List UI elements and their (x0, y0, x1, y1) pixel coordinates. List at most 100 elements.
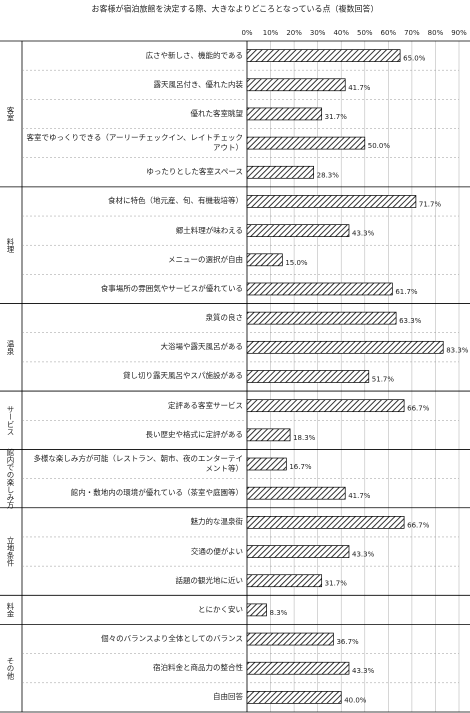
value-label: 8.3% (270, 609, 288, 617)
x-tick-label: 60% (381, 29, 397, 37)
category-label-box: 郷土料理が味わえる (175, 225, 243, 235)
category-label: とにかく安い (198, 604, 243, 614)
bar (246, 107, 323, 121)
x-tick-label: 0% (241, 29, 252, 37)
category-label: 魅力的な温泉街 (190, 517, 244, 527)
value-label: 41.7% (348, 492, 371, 500)
value-label: 31.7% (325, 580, 348, 588)
value-label: 31.7% (325, 113, 348, 121)
bar (246, 165, 315, 179)
value-label: 66.7% (407, 521, 430, 529)
value-label: 18.3% (293, 434, 316, 442)
value-label: 40.0% (344, 696, 367, 704)
bar (246, 311, 397, 325)
group-label: 館内での楽しみ方 (6, 447, 15, 510)
category-label: 長い歴史や格式に定評がある (145, 429, 244, 439)
category-label: 自由回答 (213, 692, 243, 702)
value-label: 28.3% (317, 171, 340, 179)
value-label: 16.7% (289, 463, 312, 471)
category-label: 広さや新しさ、機能的である (145, 50, 243, 60)
x-tick-label: 70% (404, 29, 420, 37)
value-label: 15.0% (285, 259, 308, 267)
category-label-box: 貸し切り露天風呂やスパ施設がある (123, 371, 243, 381)
x-tick-label: 30% (310, 29, 326, 37)
category-label-box: 多様な楽しみ方が可能（レストラン、朝市、夜のエンターテイメント等） (33, 454, 243, 473)
category-label: メニューの選択が自由 (168, 254, 243, 264)
x-tick-label: 90% (451, 29, 467, 37)
bar (246, 195, 417, 208)
value-label: 66.7% (407, 405, 430, 413)
group-label: その他 (6, 657, 15, 681)
chart-title: お客様が宿泊旅館を決定する際、大きなよりどころとなっている点（複数回答） (92, 4, 379, 14)
value-label: 43.3% (352, 230, 375, 238)
category-label-box: 魅力的な温泉街 (190, 517, 244, 527)
category-label: 館内・敷地内の環境が優れている（茶室や庭園等） (70, 488, 243, 498)
category-label: 多様な楽しみ方が可能（レストラン、朝市、夜のエンターテイメント等） (33, 454, 243, 473)
category-label-box: 館内・敷地内の環境が優れている（茶室や庭園等） (70, 488, 243, 498)
value-label: 41.7% (348, 84, 371, 92)
category-label-box: 話題の観光地に近い (175, 575, 244, 585)
bar (246, 516, 405, 529)
category-label-box: ゆったりとした客室スペース (146, 167, 243, 177)
category-label-box: 長い歴史や格式に定評がある (145, 429, 244, 439)
category-label: ゆったりとした客室スペース (146, 167, 243, 177)
category-label: 優れた客室眺望 (190, 108, 244, 118)
category-label-box: 客室でゆっくりできる（アーリーチェックイン、レイトチェックアウト） (26, 133, 243, 153)
value-label: 65.0% (403, 55, 426, 63)
group-label: 温泉 (6, 339, 15, 355)
category-label: 貸し切り露天風呂やスパ施設がある (123, 371, 243, 381)
bar (246, 603, 267, 617)
x-tick-label: 40% (333, 29, 349, 37)
category-label: 交通の便がよい (190, 546, 243, 556)
value-label: 63.3% (399, 317, 422, 325)
category-label-box: 定評ある客室サービス (168, 401, 243, 410)
bar (246, 370, 370, 383)
category-label-box: 大浴場や露天風呂がある (160, 342, 244, 352)
value-label: 50.0% (368, 142, 391, 150)
group-label: 立地条件 (6, 535, 15, 568)
x-tick-label: 20% (286, 29, 302, 37)
category-label: 大浴場や露天風呂がある (160, 342, 244, 352)
category-label-box: 食材に特色（地元産、旬、有機栽培等） (108, 196, 243, 206)
bar (246, 399, 405, 413)
category-label: 郷土料理が味わえる (175, 225, 243, 235)
bar (246, 691, 342, 704)
bar (246, 632, 334, 646)
bar (246, 486, 346, 500)
bar (246, 78, 346, 92)
value-label: 43.3% (352, 667, 375, 675)
bar (246, 545, 350, 558)
category-label: 客室でゆっくりできる（アーリーチェックイン、レイトチェックアウト） (26, 133, 243, 153)
bar (246, 282, 393, 296)
category-label-box: 泉質の良さ (205, 313, 244, 323)
category-label-box: 広さや新しさ、機能的である (145, 50, 243, 60)
bar (246, 661, 350, 675)
group-label: 客室 (6, 105, 15, 122)
x-tick-label: 50% (357, 29, 373, 37)
category-label: 宿泊料金と商品力の整合性 (153, 663, 243, 673)
bar (246, 253, 283, 267)
category-label: 話題の観光地に近い (175, 575, 244, 585)
x-tick-label: 80% (428, 29, 444, 37)
value-label: 83.3% (446, 346, 469, 354)
group-label: サービス (6, 405, 15, 436)
category-label: 露天風呂付き、優れた内装 (153, 79, 243, 89)
category-label: 泉質の良さ (205, 313, 244, 323)
category-label-box: 露天風呂付き、優れた内装 (153, 79, 243, 89)
category-label: 食事場所の雰囲気やサービスが優れている (100, 283, 243, 293)
x-tick-label: 10% (263, 29, 279, 37)
bar (246, 49, 401, 62)
value-label: 43.3% (352, 551, 375, 559)
category-label-box: 個々のバランスより全体としてのバランス (101, 634, 243, 644)
value-label: 36.7% (336, 638, 359, 646)
category-label-box: 宿泊料金と商品力の整合性 (153, 663, 243, 673)
bar (246, 136, 366, 150)
category-label-box: 自由回答 (213, 692, 243, 702)
value-label: 51.7% (372, 376, 395, 384)
category-label-box: 食事場所の雰囲気やサービスが優れている (100, 283, 243, 293)
category-label: 個々のバランスより全体としてのバランス (101, 634, 243, 644)
group-label: 料理 (6, 236, 15, 253)
bar (246, 224, 350, 237)
category-label: 食材に特色（地元産、旬、有機栽培等） (108, 196, 243, 206)
